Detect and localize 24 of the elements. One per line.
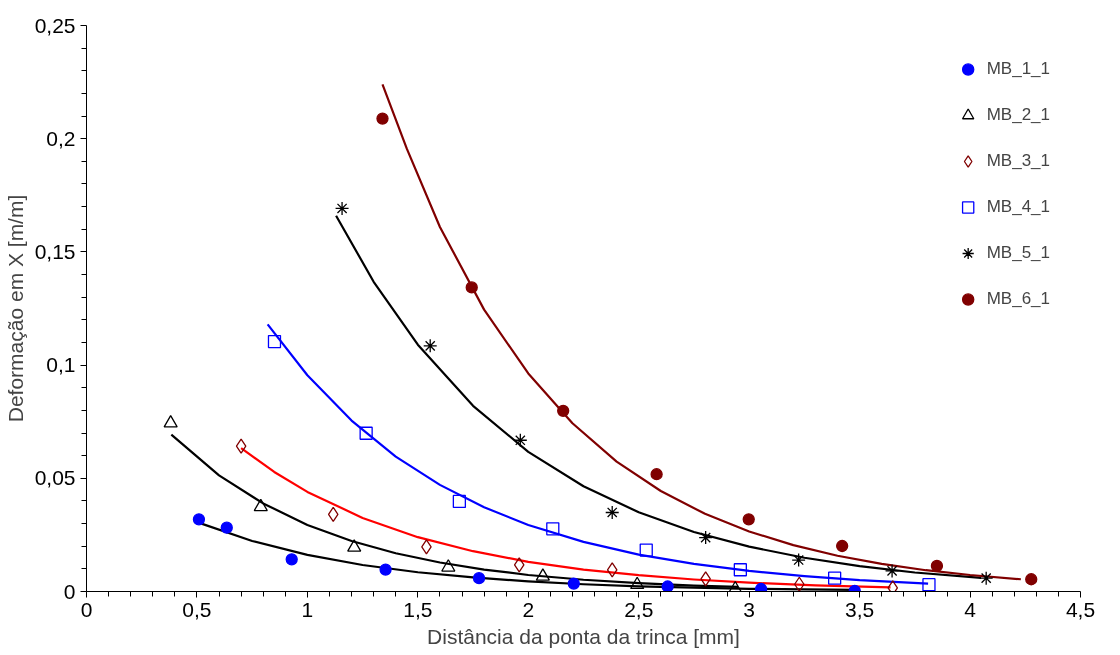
x-tick-label: 3 (743, 597, 756, 621)
legend-label: MB_5_1 (986, 243, 1050, 263)
y-axis-title: Deformação em X [m/m] (3, 194, 27, 423)
legend-label: MB_1_1 (986, 59, 1050, 79)
legend-label: MB_2_1 (986, 105, 1050, 125)
x-tick-label: 2,5 (624, 597, 654, 621)
y-tick-label: 0,05 (34, 466, 76, 490)
x-tick-label: 0,5 (182, 597, 212, 621)
y-tick-label: 0,2 (46, 126, 76, 150)
x-axis-title: Distância da ponta da trinca [mm] (427, 624, 740, 648)
x-tick-label: 2 (522, 597, 535, 621)
y-tick-label: 0,25 (34, 13, 76, 37)
y-tick-label: 0 (63, 579, 76, 603)
x-tick-label: 1,5 (403, 597, 433, 621)
x-tick-label: 4,5 (1065, 597, 1096, 621)
x-tick-label: 0 (80, 597, 93, 621)
x-tick-label: 1 (301, 597, 314, 621)
x-tick-label: 4 (964, 597, 977, 621)
legend-label: MB_4_1 (986, 197, 1050, 217)
legend-label: MB_3_1 (986, 151, 1050, 171)
y-tick-label: 0,1 (46, 353, 76, 377)
x-tick-label: 3,5 (845, 597, 875, 621)
y-tick-label: 0,15 (34, 239, 76, 263)
legend-label: MB_6_1 (986, 289, 1050, 309)
